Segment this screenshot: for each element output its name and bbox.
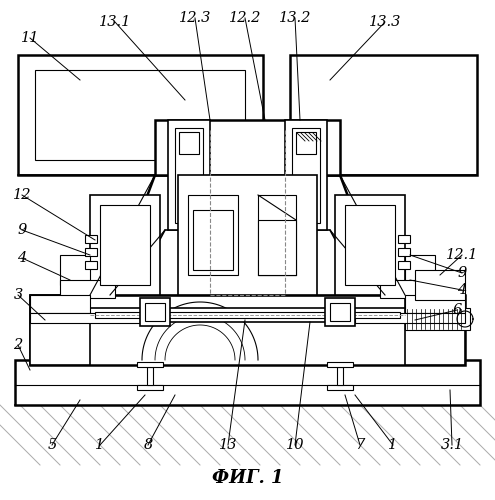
Bar (30, 313, 140, 323)
Text: 12.3: 12.3 (179, 11, 211, 25)
Bar (137, 362, 163, 367)
Bar (90, 195, 160, 295)
Text: 2: 2 (13, 338, 23, 352)
Bar (405, 295, 465, 405)
Bar (327, 385, 353, 390)
Bar (398, 261, 410, 269)
Bar (415, 270, 465, 300)
Text: 12: 12 (13, 188, 31, 202)
Text: 6: 6 (452, 303, 462, 317)
Text: 12.1: 12.1 (446, 248, 478, 262)
Bar (90, 308, 405, 322)
Text: 1: 1 (96, 438, 104, 452)
Bar (405, 295, 465, 365)
Bar (30, 295, 90, 365)
Bar (179, 132, 199, 154)
Bar (140, 298, 170, 326)
Bar (335, 195, 405, 295)
Text: 7: 7 (355, 438, 365, 452)
Text: 12.2: 12.2 (229, 11, 261, 25)
Polygon shape (110, 175, 385, 295)
Bar (398, 248, 410, 256)
Bar (175, 128, 203, 223)
Bar (398, 235, 410, 243)
Bar (290, 55, 477, 175)
Bar (325, 298, 355, 326)
Bar (330, 303, 350, 321)
Bar (30, 295, 90, 313)
Bar (327, 362, 353, 367)
Bar (405, 295, 465, 313)
Bar (60, 255, 90, 285)
Polygon shape (130, 230, 365, 295)
Text: 13.3: 13.3 (369, 15, 401, 29)
Bar (258, 195, 296, 275)
Bar (405, 308, 470, 330)
Bar (405, 255, 435, 285)
Bar (355, 313, 465, 323)
Bar (18, 55, 263, 175)
Bar (292, 128, 320, 223)
Bar (60, 280, 115, 298)
Text: 13.2: 13.2 (279, 11, 311, 25)
Bar (285, 120, 327, 230)
Text: 9: 9 (17, 223, 27, 237)
Text: 5: 5 (48, 438, 56, 452)
Bar (30, 295, 90, 405)
Bar (85, 235, 97, 243)
Bar (95, 312, 400, 318)
Bar (147, 367, 153, 385)
Bar (168, 120, 210, 230)
Text: 4: 4 (457, 283, 467, 297)
Bar (100, 205, 150, 285)
Text: 13.1: 13.1 (99, 15, 131, 29)
Text: 8: 8 (144, 438, 152, 452)
Bar (345, 205, 395, 285)
Text: 10: 10 (286, 438, 304, 452)
Text: 11: 11 (21, 31, 39, 45)
Text: 4: 4 (17, 251, 27, 265)
Bar (337, 367, 343, 385)
Text: 3.1: 3.1 (441, 438, 463, 452)
Bar (85, 261, 97, 269)
Bar (155, 120, 340, 175)
Text: 3: 3 (13, 288, 23, 302)
Bar (35, 70, 245, 160)
Bar (258, 220, 296, 275)
Text: ФИГ. 1: ФИГ. 1 (212, 469, 284, 487)
Bar (145, 303, 165, 321)
Bar (137, 385, 163, 390)
Text: 1: 1 (389, 438, 397, 452)
Bar (188, 195, 238, 275)
Bar (380, 280, 435, 298)
Bar (30, 295, 465, 365)
Bar (85, 248, 97, 256)
Text: 9: 9 (457, 266, 467, 280)
Text: 13: 13 (219, 438, 237, 452)
Bar (193, 210, 233, 270)
Bar (178, 175, 317, 295)
Bar (296, 132, 316, 154)
Bar (15, 360, 480, 405)
